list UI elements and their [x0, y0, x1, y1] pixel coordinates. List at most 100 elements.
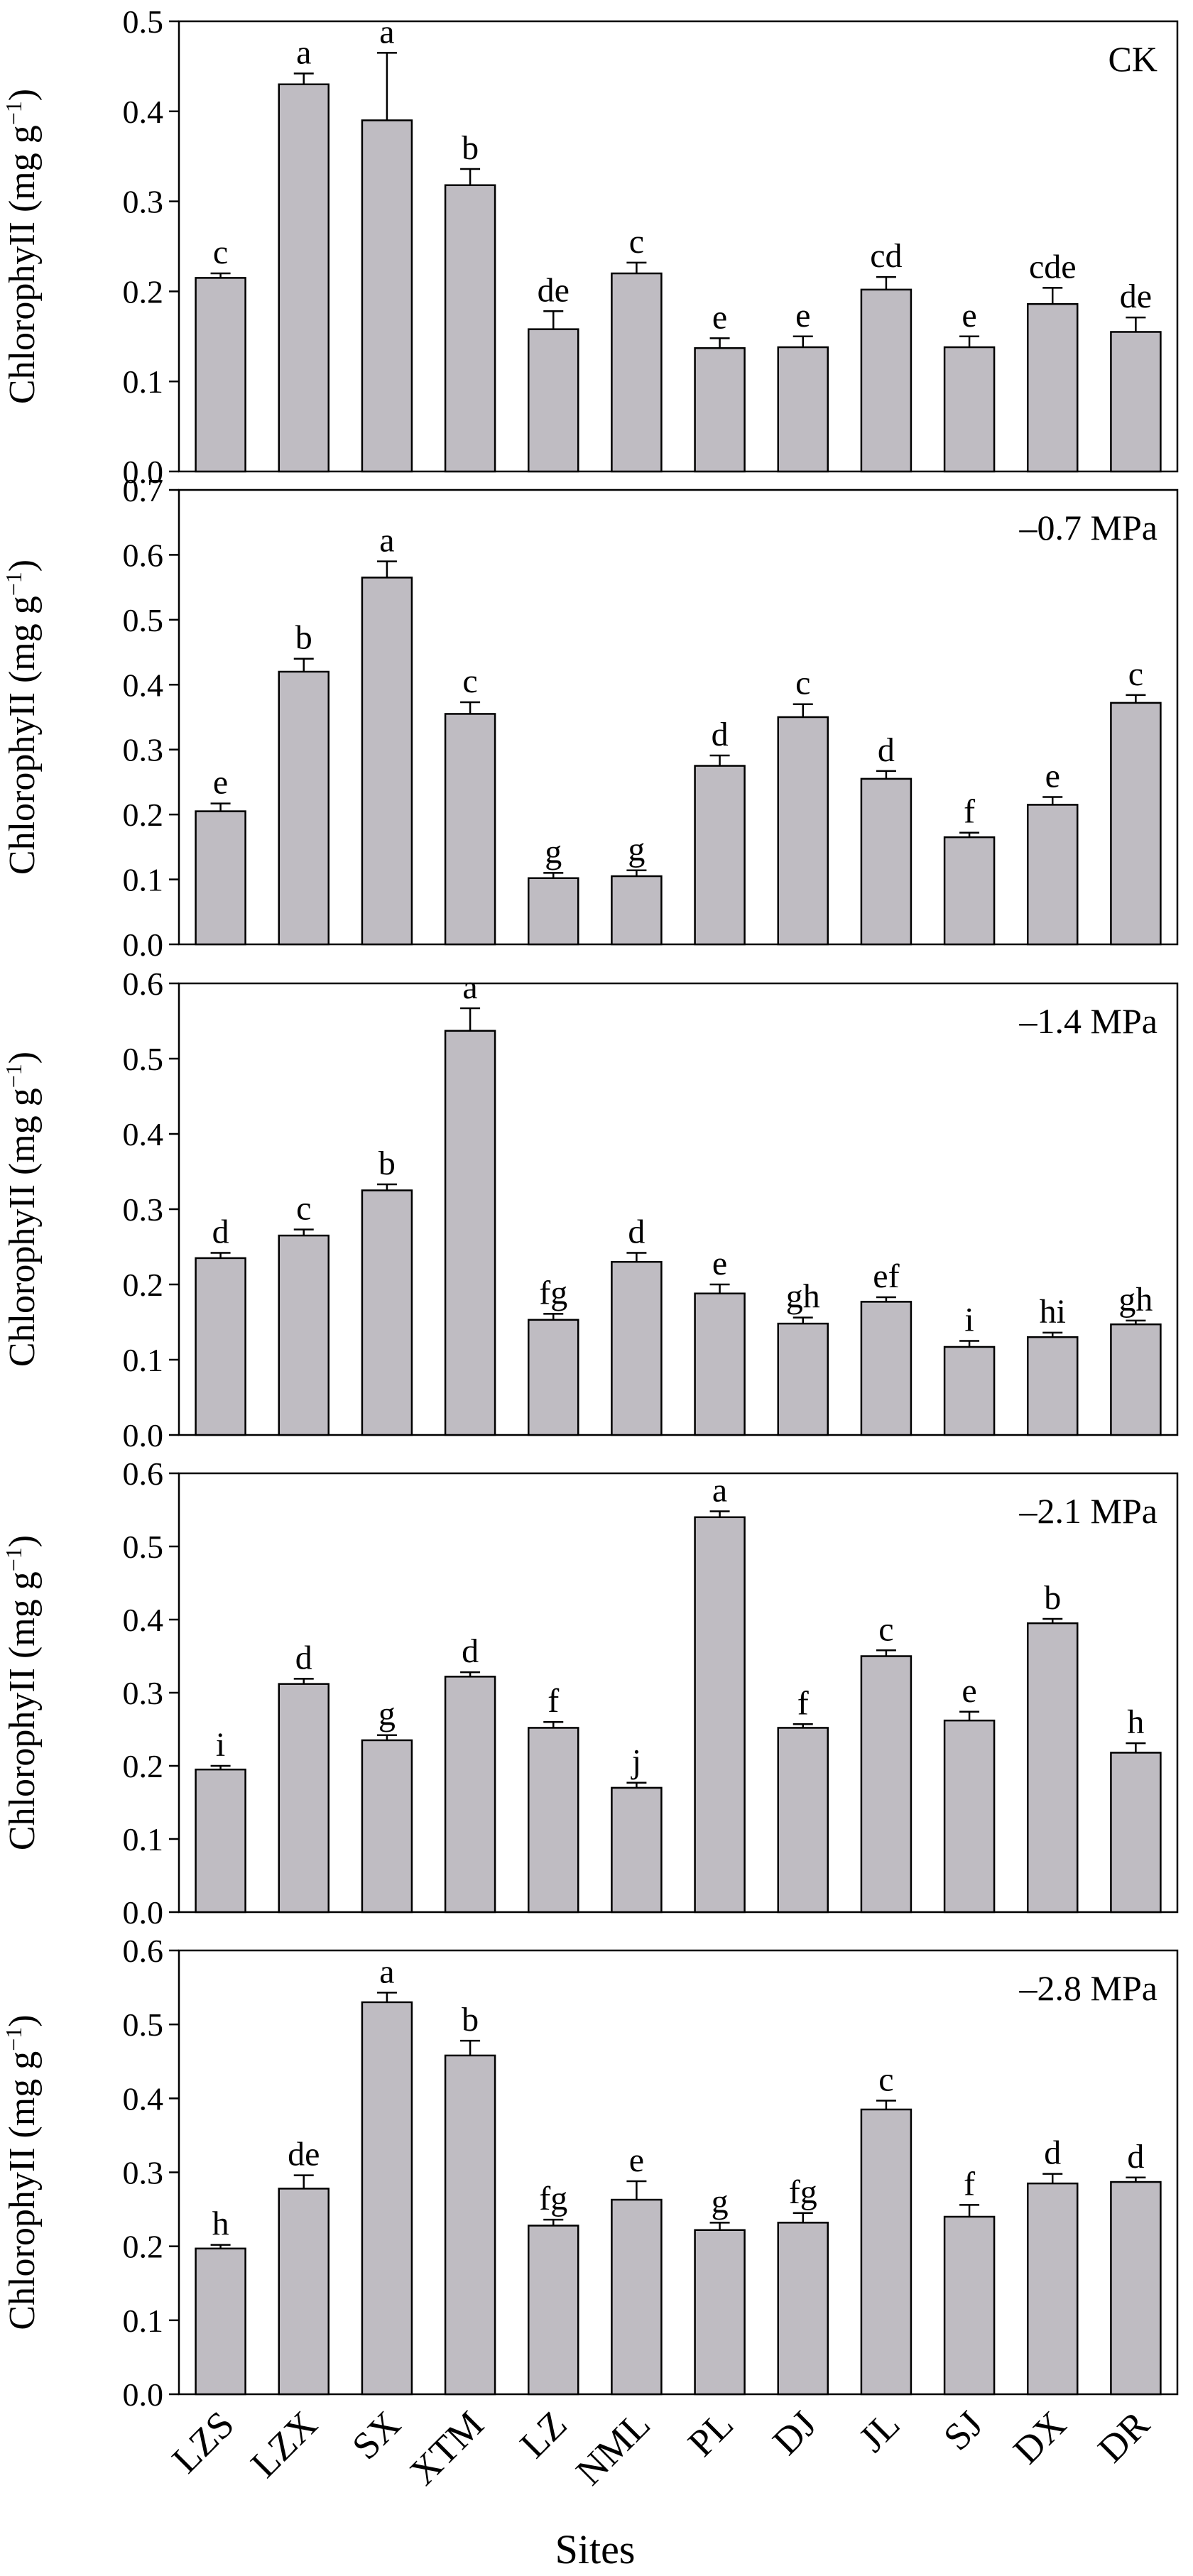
bar	[361, 119, 413, 473]
significance-letter: a	[462, 968, 477, 1006]
x-category-label: PL	[680, 2403, 741, 2465]
significance-letter: j	[631, 1743, 641, 1781]
significance-letter: gh	[1118, 1281, 1153, 1319]
panel-label: –1.4 MPa	[1019, 1001, 1157, 1041]
y-tick-label: 0.3	[123, 1191, 164, 1228]
y-tick-label: 0.4	[123, 667, 164, 703]
significance-letter: i	[216, 1726, 225, 1764]
y-tick-label: 0.4	[123, 94, 164, 130]
significance-letter: g	[545, 833, 562, 871]
bar	[528, 1319, 579, 1436]
bar	[361, 1739, 413, 1914]
bar	[611, 1786, 663, 1914]
significance-letter: c	[462, 662, 477, 700]
significance-letter: b	[378, 1145, 396, 1182]
bar	[860, 288, 913, 473]
bar	[1027, 2182, 1079, 2396]
x-category-label: DJ	[764, 2403, 824, 2463]
significance-letter: f	[964, 2165, 975, 2203]
significance-letter: g	[378, 1696, 396, 1733]
significance-letter: d	[712, 716, 729, 753]
significance-letter: e	[213, 764, 228, 802]
significance-letter: cd	[870, 237, 902, 275]
significance-letter: f	[548, 1682, 559, 1720]
significance-letter: f	[797, 1684, 809, 1722]
bar	[694, 347, 746, 473]
panel-label: –0.7 MPa	[1019, 508, 1157, 547]
significance-letter: gh	[786, 1278, 820, 1316]
y-tick-label: 0.1	[123, 364, 164, 400]
y-tick-label: 0.6	[123, 966, 164, 1002]
panel-label: CK	[1108, 39, 1157, 79]
y-tick-label: 0.6	[123, 1933, 164, 1969]
bar	[278, 670, 329, 946]
bar	[777, 346, 829, 473]
significance-letter: a	[712, 1472, 727, 1510]
bar	[195, 1257, 246, 1436]
plot-frame	[178, 489, 1179, 946]
y-tick-label: 0.1	[123, 2303, 164, 2339]
bar	[444, 184, 496, 473]
significance-letter: d	[212, 1213, 229, 1250]
bar	[611, 272, 663, 473]
significance-letter: g	[712, 2183, 729, 2220]
bar	[361, 577, 413, 946]
bar	[860, 2108, 913, 2396]
bar	[777, 1727, 829, 1914]
x-category-label: SX	[344, 2403, 408, 2467]
x-category-label: NML	[568, 2403, 658, 2493]
bar	[528, 2225, 579, 2396]
bar	[1110, 2181, 1162, 2396]
significance-letter: f	[964, 793, 975, 831]
y-tick-label: 0.3	[123, 2155, 164, 2191]
bar	[777, 716, 829, 946]
y-axis-title: ChlorophyII (mg g−1)	[1, 1535, 43, 1850]
bar	[195, 810, 246, 946]
significance-letter: hi	[1040, 1293, 1066, 1331]
bar	[361, 2001, 413, 2396]
bar	[278, 1234, 329, 1436]
bar	[361, 1189, 413, 1436]
significance-letter: de	[1120, 278, 1152, 315]
bar	[943, 836, 996, 946]
significance-letter: e	[962, 297, 976, 334]
y-axis-title: ChlorophyII (mg g−1)	[1, 2014, 43, 2330]
bar	[278, 2188, 329, 2396]
significance-letter: d	[1044, 2134, 1061, 2172]
significance-letter: c	[296, 1190, 311, 1228]
y-tick-label: 0.7	[123, 472, 164, 508]
bar	[943, 1719, 996, 1914]
y-tick-label: 0.5	[123, 602, 164, 638]
y-tick-label: 0.0	[123, 2376, 164, 2413]
significance-letter: c	[878, 2061, 893, 2098]
plot-frame	[178, 20, 1179, 473]
panel-label: –2.1 MPa	[1019, 1491, 1157, 1531]
bar	[694, 2229, 746, 2396]
panel-3: 0.0 0.1 0.2 0.3 0.4 0.5 0.6 d c b a fg d e gh ef i hi gh –1…	[1, 966, 1179, 1453]
significance-letter: c	[629, 223, 644, 261]
bar	[943, 1346, 996, 1436]
significance-letter: e	[712, 1245, 727, 1282]
significance-letter: b	[462, 129, 479, 167]
significance-letter: e	[712, 298, 727, 336]
bar	[694, 1516, 746, 1914]
bar	[611, 1260, 663, 1436]
x-category-label: XTM	[401, 2403, 491, 2493]
y-tick-label: 0.4	[123, 1116, 164, 1152]
significance-letter: a	[379, 13, 394, 50]
y-axis-title: ChlorophyII (mg g−1)	[1, 89, 43, 404]
y-tick-label: 0.5	[123, 2007, 164, 2043]
panel-5: 0.0 0.1 0.2 0.3 0.4 0.5 0.6 h de a b fg e g fg c f d d –2.8…	[1, 1933, 1179, 2493]
y-axis-title: ChlorophyII (mg g−1)	[1, 1052, 43, 1367]
significance-letter: c	[213, 234, 228, 271]
y-tick-label: 0.6	[123, 537, 164, 573]
significance-letter: a	[379, 522, 394, 560]
y-tick-label: 0.1	[123, 1821, 164, 1857]
y-tick-label: 0.0	[123, 1417, 164, 1453]
bar	[278, 83, 329, 473]
bar	[444, 713, 496, 946]
y-tick-label: 0.1	[123, 862, 164, 898]
